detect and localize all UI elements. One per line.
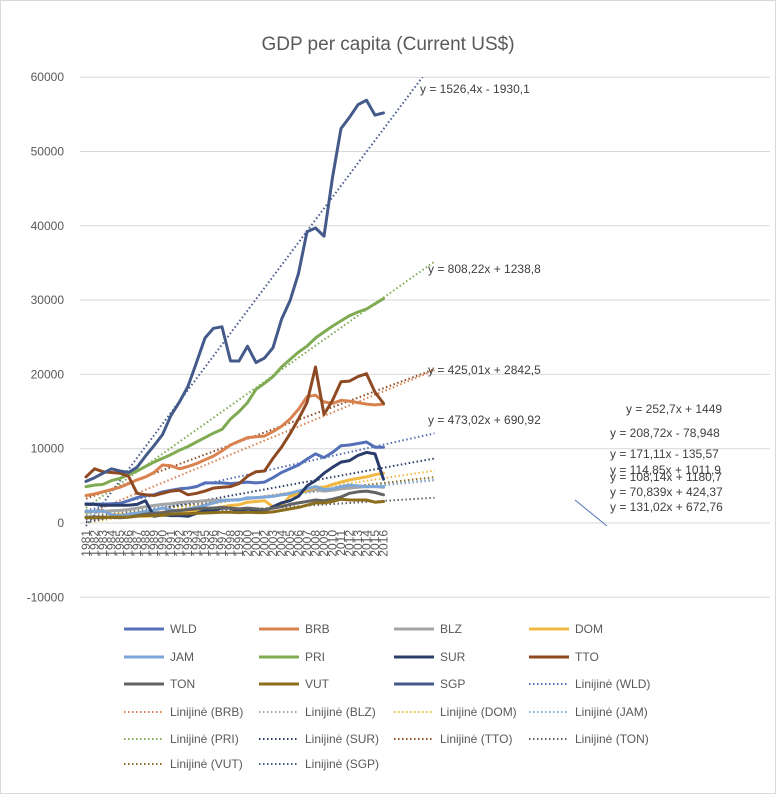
legend-label: JAM (170, 650, 194, 664)
y-tick-label: -10000 (27, 590, 65, 604)
legend-label: PRI (305, 650, 325, 664)
legend-label: Linijinė (SUR) (305, 732, 379, 746)
x-tick-label: 2009 (317, 530, 331, 557)
x-tick-label: 1997 (215, 530, 229, 557)
trendlines (85, 77, 436, 527)
legend-label: Linijinė (SGP) (305, 757, 379, 771)
trendline-equation: y = 114,85x + 1011,9 (610, 463, 721, 477)
legend-label: SGP (440, 677, 465, 691)
legend-label: Linijinė (TON) (575, 732, 649, 746)
x-tick-label: 2006 (292, 530, 306, 557)
trendline-equation: y = 1526,4x - 1930,1 (420, 82, 530, 96)
trendline-equation: y = 473,02x + 690,92 (428, 413, 541, 427)
x-tick-label: 2002 (258, 530, 272, 557)
legend-label: BLZ (440, 622, 462, 636)
x-tick-label: 1996 (207, 530, 221, 557)
legend: WLD BRB BLZ DOM JAM PRI SUR TTO TON VUT SGP Linijin… (124, 622, 650, 771)
legend-label: Linijinė (VUT) (170, 757, 243, 771)
series-line-wld (84, 440, 385, 506)
series-line-sgp (84, 98, 385, 483)
x-tick-label: 2015 (368, 530, 382, 557)
chart-title: GDP per capita (Current US$) (261, 34, 515, 55)
y-tick-label: 30000 (31, 293, 65, 307)
trendline-linijinsur (85, 457, 435, 524)
series-line-jam (84, 483, 385, 518)
trendline-equation: y = 208,72x - 78,948 (610, 426, 720, 440)
legend-label: BRB (305, 622, 330, 636)
legend-label: Linijinė (TTO) (440, 732, 512, 746)
legend-label: TTO (575, 650, 599, 664)
trendline-equation: y = 171,11x - 135,57 (610, 447, 719, 461)
legend-label: Linijinė (WLD) (575, 677, 650, 691)
x-tick-label: 2012 (343, 530, 357, 557)
x-tick-label: 1981 (79, 530, 93, 557)
series-line-vut (84, 497, 385, 520)
trendline-linijinbrb (85, 369, 435, 516)
x-tick-label: 1986 (122, 530, 136, 557)
legend-label: Linijinė (BRB) (170, 705, 243, 719)
x-tick-label: 2008 (309, 530, 323, 557)
y-tick-label: 60000 (31, 70, 65, 84)
x-tick-label: 1994 (190, 530, 204, 557)
y-tick-label: 20000 (31, 367, 65, 381)
x-tick-label: 2016 (377, 530, 391, 557)
x-tick-label: 1995 (198, 530, 212, 557)
legend-label: Linijinė (PRI) (170, 732, 239, 746)
trendline-equation: y = 108,14x + 1180,7 (610, 470, 722, 484)
x-tick-label: 1998 (224, 530, 238, 557)
x-tick-label: 1991 (164, 530, 178, 557)
legend-label: Linijinė (DOM) (440, 705, 517, 719)
trendline-equations: y = 252,7x + 1449 y = 473,02x + 690,92 y =… (420, 82, 723, 527)
trendline-equation: y = 252,7x + 1449 (626, 402, 722, 416)
x-tick-label: 2004 (275, 530, 289, 557)
y-tick-label: 40000 (31, 219, 65, 233)
x-tick-label: 1999 (232, 530, 246, 557)
y-tick-label: 0 (57, 516, 64, 530)
trendline-linijinvut (85, 476, 435, 519)
x-tick-label: 1988 (139, 530, 153, 557)
x-tick-label: 2005 (283, 530, 297, 557)
x-tick-label: 1984 (105, 530, 119, 557)
x-tick-label: 2011 (334, 530, 348, 556)
y-tick-labels: -10000 0 10000 20000 30000 40000 50000 60000 (27, 70, 65, 604)
trendline-equation: y = 808,22x + 1238,8 (428, 262, 541, 276)
x-tick-labels: 1981198219831984198519861987198819891990… (79, 530, 391, 557)
x-tick-label: 1983 (96, 530, 110, 557)
x-tick-label: 1987 (130, 530, 144, 557)
trendline-equation: y = 70,839x + 424,37 (610, 485, 723, 499)
legend-label: TON (170, 677, 195, 691)
x-tick-label: 1982 (88, 530, 102, 557)
trendline-equation: y = 425,01x + 2842,5 (428, 363, 541, 377)
x-tick-label: 2013 (351, 530, 365, 557)
legend-label: WLD (170, 622, 197, 636)
legend-label: Linijinė (BLZ) (305, 705, 376, 719)
series-line-tto (84, 365, 385, 497)
series-lines (84, 98, 385, 520)
series-line-pri (84, 297, 385, 489)
trendline-linijinsgp (85, 77, 424, 527)
x-tick-label: 1992 (173, 530, 187, 557)
legend-label: DOM (575, 622, 603, 636)
y-tick-label: 10000 (31, 442, 65, 456)
legend-label: VUT (305, 677, 330, 691)
x-tick-label: 1989 (147, 530, 161, 557)
x-tick-label: 2014 (360, 530, 374, 557)
x-tick-label: 2010 (326, 530, 340, 557)
legend-label: SUR (440, 650, 466, 664)
x-tick-label: 2000 (241, 530, 255, 557)
x-tick-label: 1985 (113, 530, 127, 557)
grid (80, 76, 770, 598)
x-tick-label: 2003 (266, 530, 280, 557)
x-tick-label: 2007 (300, 530, 314, 557)
trendline-equation: y = 131,02x + 672,76 (610, 500, 723, 514)
x-tick-label: 2001 (249, 530, 263, 557)
equation-leader-line (574, 499, 608, 527)
legend-label: Linijinė (JAM) (575, 705, 648, 719)
y-tick-label: 50000 (31, 145, 65, 159)
series-line-brb (84, 393, 385, 497)
x-tick-label: 1990 (156, 530, 170, 557)
x-tick-label: 1993 (181, 530, 195, 557)
